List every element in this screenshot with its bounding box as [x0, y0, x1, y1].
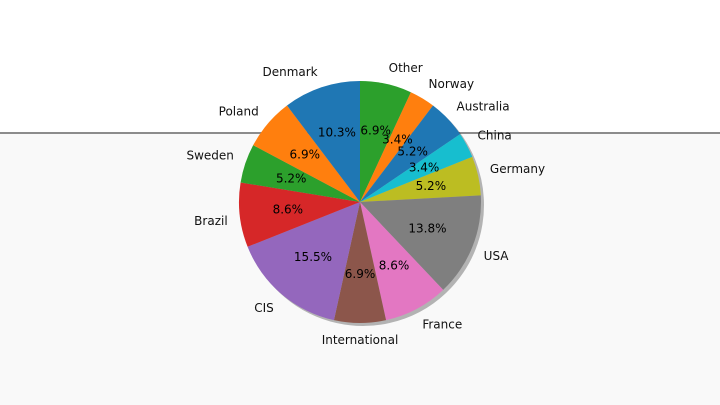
label-usa: USA	[484, 249, 510, 263]
slice-france	[360, 202, 444, 321]
slice-sweden	[240, 145, 360, 202]
slice-usa	[360, 195, 481, 290]
slice-international	[333, 202, 387, 323]
label-international: International	[322, 333, 399, 347]
label-china: China	[478, 128, 512, 142]
label-sweden: Sweden	[186, 148, 233, 162]
slice-cis	[247, 202, 360, 321]
pct-sweden: 5.2%	[276, 171, 307, 185]
pct-usa: 13.8%	[408, 221, 446, 235]
pct-germany: 5.2%	[416, 179, 447, 193]
pct-poland: 6.9%	[290, 147, 321, 161]
slice-norway	[360, 92, 434, 202]
category-labels: Other Norway Australia China Germany USA Franc…	[186, 61, 545, 347]
label-cis: CIS	[254, 301, 274, 315]
pct-other: 6.9%	[360, 124, 391, 138]
pie-slices	[238, 81, 481, 323]
percentage-labels: 6.9%3.4%5.2%3.4%5.2%13.8%8.6%6.9%15.5%8.…	[273, 124, 447, 281]
label-france: France	[422, 317, 462, 331]
label-denmark: Denmark	[262, 65, 317, 79]
label-poland: Poland	[219, 105, 259, 119]
slice-australia	[360, 105, 461, 202]
label-australia: Australia	[457, 99, 510, 113]
pct-norway: 3.4%	[382, 132, 413, 146]
pct-cis: 15.5%	[294, 250, 332, 264]
pct-france: 8.6%	[379, 259, 410, 273]
label-brazil: Brazil	[194, 214, 228, 228]
slice-brazil	[238, 182, 360, 247]
pct-denmark: 10.3%	[318, 126, 356, 140]
pct-brazil: 8.6%	[273, 202, 304, 216]
slice-denmark	[286, 81, 360, 202]
pct-international: 6.9%	[345, 267, 376, 281]
label-other: Other	[389, 61, 423, 75]
pct-australia: 5.2%	[397, 145, 428, 159]
pct-china: 3.4%	[409, 160, 440, 174]
label-norway: Norway	[429, 77, 475, 91]
slice-poland	[253, 105, 360, 202]
label-germany: Germany	[490, 162, 545, 176]
slice-other	[360, 81, 411, 202]
slice-china	[360, 134, 473, 202]
slice-germany	[360, 156, 481, 202]
